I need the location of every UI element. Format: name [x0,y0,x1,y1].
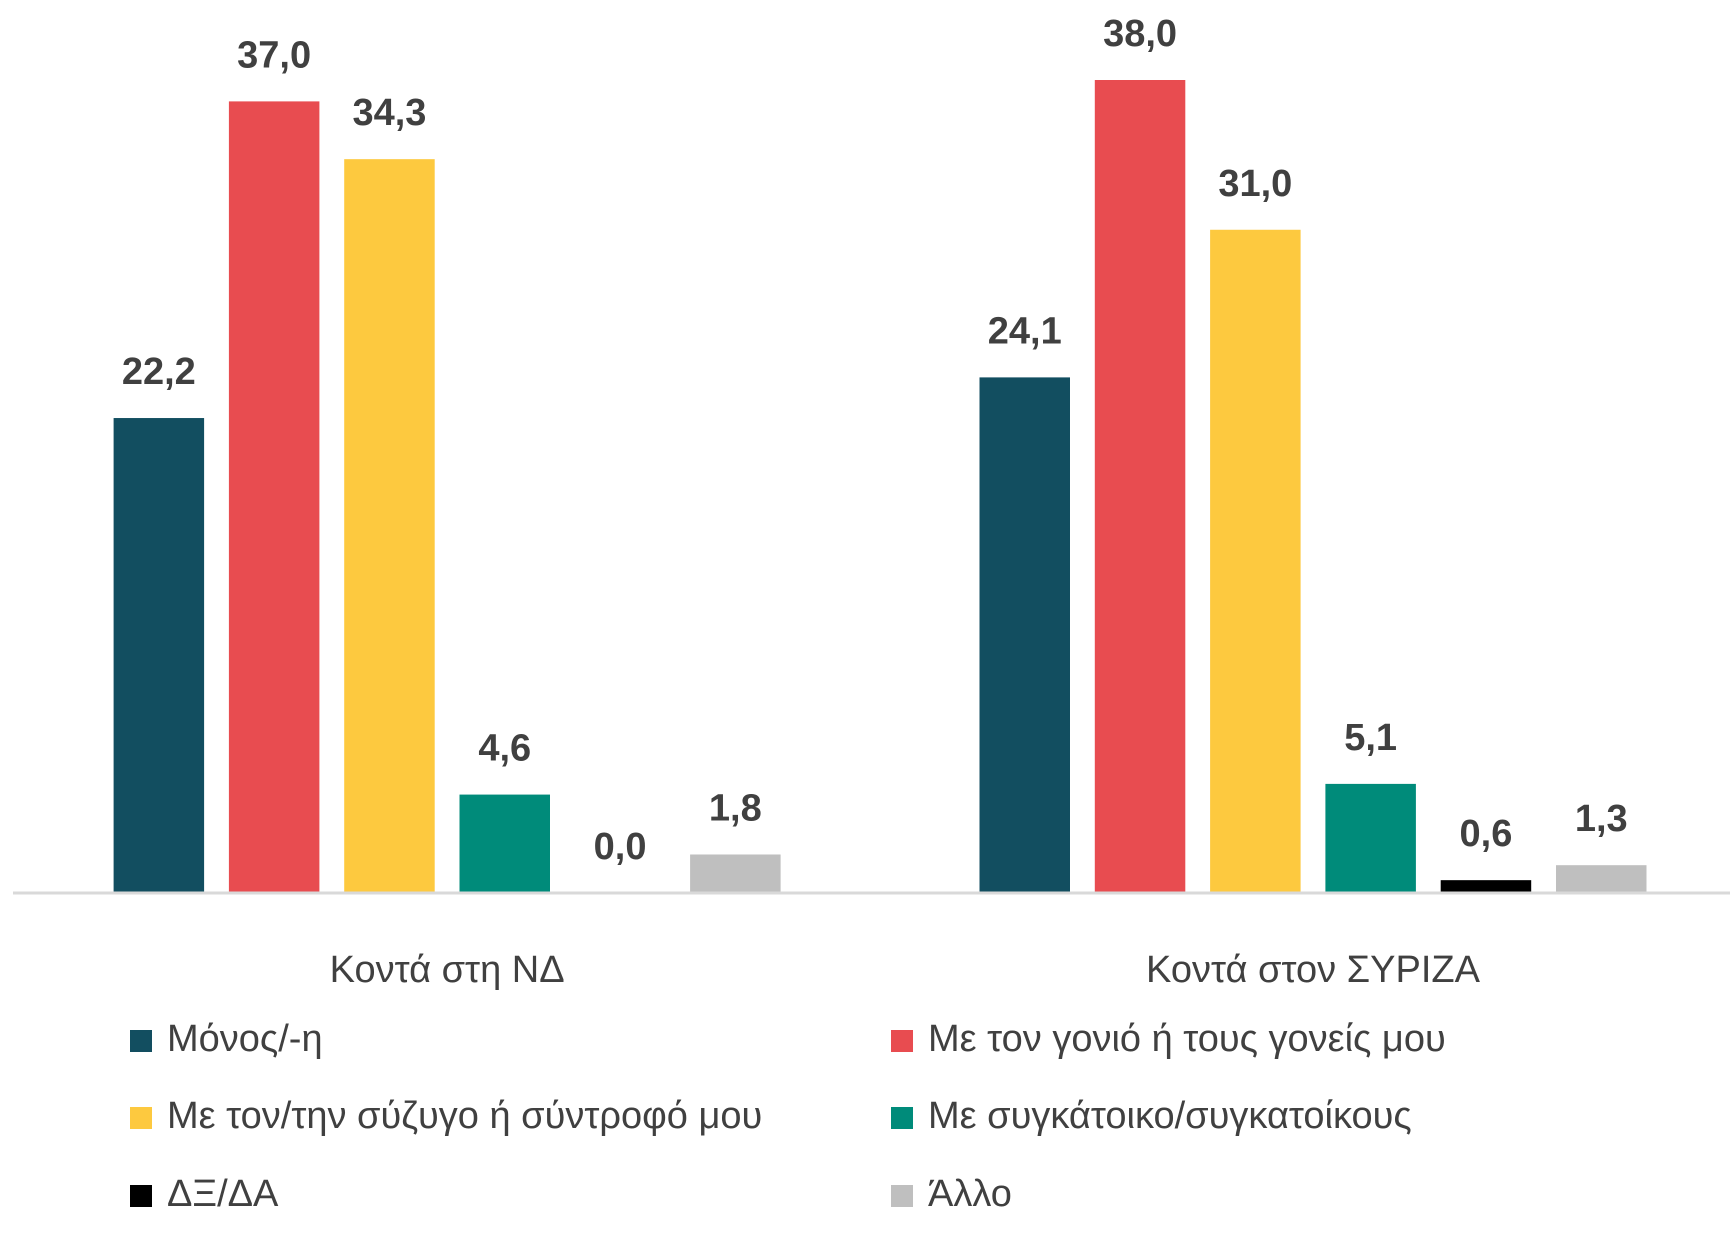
value-label: 5,1 [1344,717,1397,759]
bar [1556,865,1647,893]
legend-label: Με τον γονιό ή τους γονείς μου [928,1018,1446,1060]
bar [1325,783,1416,893]
value-label: 38,0 [1103,13,1177,55]
legend-swatch [130,1030,152,1052]
bar [1094,80,1186,893]
value-label: 1,3 [1575,798,1628,840]
legend-swatch [130,1107,152,1129]
value-label: 31,0 [1218,163,1292,205]
legend-swatch [130,1185,152,1207]
bar [344,159,435,893]
x-tick-label: Κοντά στον ΣΥΡΙΖΑ [1146,949,1481,991]
value-label: 4,6 [478,728,531,770]
value-label: 0,6 [1460,813,1513,855]
x-tick-label: Κοντά στη ΝΔ [330,949,565,991]
legend-label: Άλλο [928,1173,1012,1215]
legend-swatch [891,1030,913,1052]
bar [459,794,550,893]
legend-label: Μόνος/-η [167,1018,323,1060]
bar [228,101,320,894]
bar [1210,229,1301,893]
legend-swatch [891,1185,913,1207]
bar [113,418,205,893]
bar [1440,880,1532,893]
bar [979,377,1070,893]
value-label: 34,3 [352,92,426,134]
value-label: 24,1 [988,310,1062,352]
bar [690,854,781,893]
legend-label: ΔΞ/ΔΑ [167,1173,279,1215]
value-label: 22,2 [122,351,196,393]
legend-label: Με συγκάτοικο/συγκατοίκους [928,1095,1412,1137]
value-label: 0,0 [594,826,647,868]
value-label: 37,0 [237,34,311,76]
legend-swatch [891,1107,913,1129]
legend-label: Με τον/την σύζυγο ή σύντροφό μου [167,1095,762,1137]
value-label: 1,8 [709,788,762,830]
